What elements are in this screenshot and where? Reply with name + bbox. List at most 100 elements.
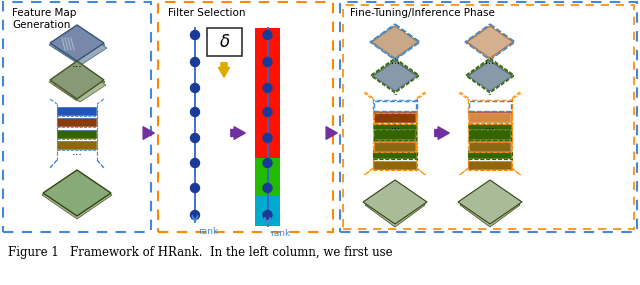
Polygon shape (42, 171, 112, 219)
Polygon shape (50, 61, 104, 99)
Text: ...: ... (390, 56, 399, 66)
Text: ...: ... (486, 55, 495, 65)
Circle shape (191, 184, 200, 192)
Polygon shape (460, 183, 520, 227)
Bar (374, 101, 416, 111)
Text: ...: ... (486, 56, 495, 66)
Polygon shape (468, 61, 512, 91)
Bar (469, 113, 511, 123)
Polygon shape (55, 31, 107, 65)
Circle shape (263, 30, 272, 40)
Bar (57, 107, 97, 116)
Text: ...: ... (72, 59, 83, 69)
Polygon shape (43, 170, 111, 216)
Bar (468, 111, 512, 120)
Bar (340, 2, 637, 232)
Text: ...: ... (72, 147, 83, 157)
Bar (374, 101, 416, 111)
Bar (373, 111, 417, 120)
Bar (374, 113, 416, 123)
Text: Feature Map
Generation: Feature Map Generation (12, 8, 76, 30)
Text: ...: ... (390, 121, 399, 131)
Polygon shape (468, 60, 512, 90)
Bar (255, 196, 280, 226)
Bar (158, 2, 333, 232)
Bar (57, 141, 97, 150)
Bar (468, 150, 512, 159)
Bar (57, 118, 97, 127)
FancyArrowPatch shape (435, 127, 449, 139)
Text: ...: ... (486, 121, 495, 131)
Circle shape (191, 158, 200, 168)
Bar (373, 161, 417, 170)
Circle shape (263, 84, 272, 93)
Polygon shape (467, 26, 513, 58)
FancyArrowPatch shape (231, 127, 245, 139)
Bar (468, 111, 512, 120)
Bar (469, 142, 511, 152)
Polygon shape (365, 183, 425, 227)
Polygon shape (373, 27, 417, 57)
Bar (57, 107, 97, 116)
Bar (469, 142, 511, 152)
Circle shape (191, 133, 200, 142)
Bar (468, 124, 512, 133)
Bar (468, 161, 512, 170)
Bar (57, 130, 97, 139)
Bar (373, 161, 417, 170)
Circle shape (263, 184, 272, 192)
Text: Filter Selection: Filter Selection (168, 8, 246, 18)
Bar (373, 124, 417, 133)
Bar (469, 113, 511, 123)
Bar (373, 124, 417, 133)
Bar (468, 135, 512, 144)
Text: ..: .. (393, 90, 397, 96)
Circle shape (191, 211, 200, 219)
Bar (373, 111, 417, 120)
Bar (207, 28, 242, 56)
Bar (57, 130, 97, 139)
Circle shape (191, 58, 200, 66)
Bar (468, 124, 512, 133)
Bar (373, 150, 417, 159)
Circle shape (263, 58, 272, 66)
Polygon shape (458, 180, 522, 224)
Polygon shape (373, 61, 417, 91)
Circle shape (263, 211, 272, 219)
Circle shape (191, 107, 200, 117)
Text: ...: ... (390, 55, 399, 65)
Polygon shape (373, 60, 417, 90)
Bar (57, 141, 97, 150)
Bar (374, 142, 416, 152)
Bar (343, 5, 634, 229)
Polygon shape (49, 27, 105, 63)
Circle shape (263, 107, 272, 117)
Bar (57, 118, 97, 127)
Bar (3, 2, 151, 232)
Bar (468, 150, 512, 159)
Polygon shape (50, 25, 104, 61)
Bar (374, 130, 416, 140)
Bar (373, 135, 417, 144)
Polygon shape (363, 180, 427, 224)
Circle shape (191, 84, 200, 93)
Bar (469, 130, 511, 140)
Polygon shape (49, 63, 105, 101)
Circle shape (263, 133, 272, 142)
Text: Figure 1   Framework of HRank.  In the left column, we first use: Figure 1 Framework of HRank. In the left… (8, 246, 392, 259)
Bar (373, 100, 417, 109)
Text: ..: .. (488, 90, 492, 96)
Polygon shape (372, 26, 418, 58)
Bar (468, 100, 512, 109)
Bar (469, 101, 511, 111)
Bar (374, 142, 416, 152)
Text: $\delta$: $\delta$ (219, 33, 230, 51)
Bar (255, 158, 280, 196)
Bar (373, 135, 417, 144)
Bar (374, 113, 416, 123)
FancyArrowPatch shape (143, 127, 154, 139)
Bar (373, 150, 417, 159)
Text: rank: rank (271, 229, 291, 237)
Bar (468, 161, 512, 170)
Bar (373, 100, 417, 109)
